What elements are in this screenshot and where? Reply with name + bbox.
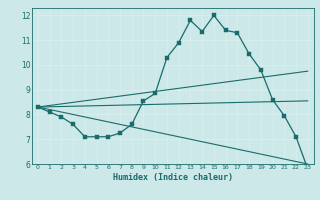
- X-axis label: Humidex (Indice chaleur): Humidex (Indice chaleur): [113, 173, 233, 182]
